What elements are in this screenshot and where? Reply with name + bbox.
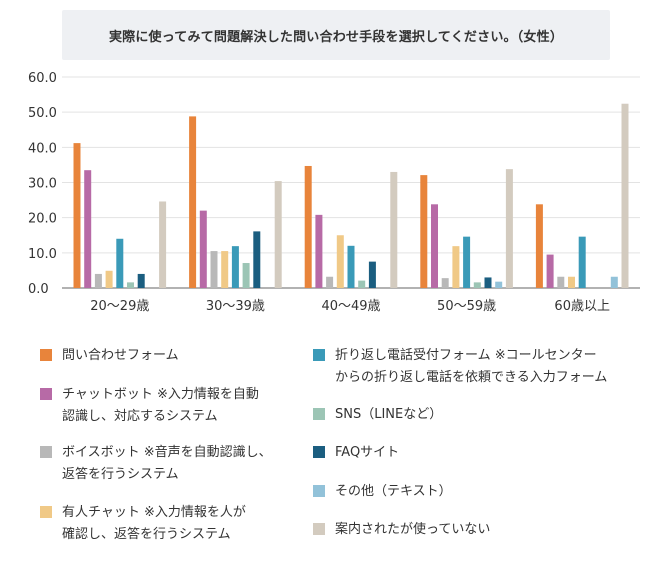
legend-item: 問い合わせフォーム — [40, 345, 179, 367]
bar — [315, 214, 323, 288]
legend-label: FAQサイト — [335, 445, 400, 460]
bar — [84, 170, 92, 288]
bar — [336, 235, 344, 288]
legend-label: SNS（LINEなど） — [335, 407, 443, 422]
legend-item: 折り返し電話受付フォーム ※コールセンター からの折り返し電話を依頼できる入力フ… — [313, 345, 607, 389]
bar — [221, 251, 229, 288]
x-tick-label: 60歳以上 — [554, 299, 610, 314]
legend-label: チャットボット ※入力情報を自動 認識し、対応するシステム — [62, 387, 259, 424]
bar — [127, 282, 134, 288]
bar-chart: 0.0 10.0 20.0 30.0 40.0 50.0 60.0 20〜29歳 30〜39歳 4… — [28, 71, 640, 314]
legend-label: 案内されたが使っていない — [335, 522, 491, 537]
bar — [463, 236, 471, 288]
legend-label: 問い合わせフォーム — [62, 348, 179, 363]
bar — [358, 280, 366, 288]
legend-swatch — [40, 349, 52, 361]
bar — [242, 263, 250, 288]
bar — [231, 246, 239, 288]
legend-item: 有人チャット ※入力情報を人が 確認し、返答を行うシステム — [40, 502, 246, 546]
x-tick-label: 20〜29歳 — [90, 299, 149, 314]
legend-swatch — [40, 446, 52, 458]
bar — [116, 238, 124, 288]
legend-swatch — [40, 506, 52, 518]
legend-swatch — [313, 408, 325, 420]
bar — [557, 276, 565, 288]
bar — [199, 210, 207, 288]
bar — [420, 175, 428, 288]
bar — [210, 251, 218, 288]
legend-swatch — [40, 388, 52, 400]
bar — [473, 282, 481, 288]
y-tick-label: 50.0 — [28, 106, 57, 121]
bar — [578, 236, 586, 288]
bar — [137, 273, 145, 288]
y-tick-label: 40.0 — [28, 141, 57, 156]
bar — [441, 278, 449, 288]
bar — [274, 181, 282, 288]
legend-item: SNS（LINEなど） — [313, 404, 442, 426]
bar — [546, 254, 554, 288]
legend-item: FAQサイト — [313, 442, 399, 464]
bar — [94, 273, 102, 288]
bar — [621, 103, 629, 288]
bar — [159, 201, 167, 288]
legend-label: ボイスボット ※音声を自動認識し、 返答を行うシステム — [62, 445, 272, 482]
bar — [390, 171, 398, 288]
bar — [347, 245, 355, 288]
legend-swatch — [313, 446, 325, 458]
legend-swatch — [313, 523, 325, 535]
y-tick-label: 10.0 — [28, 247, 57, 262]
bar — [535, 204, 543, 288]
x-tick-label: 40〜49歳 — [321, 299, 380, 314]
legend-swatch — [313, 485, 325, 497]
x-tick-label: 50〜59歳 — [437, 299, 496, 314]
bar — [610, 276, 618, 288]
bar — [105, 270, 113, 288]
legend-item: 案内されたが使っていない — [313, 519, 490, 541]
chart-title-box: 実際に使ってみて問題解決した問い合わせ手段を選択してください。（女性） — [62, 10, 610, 60]
bar — [495, 281, 503, 288]
legend-item: その他（テキスト） — [313, 481, 452, 503]
legend-label: その他（テキスト） — [335, 484, 452, 499]
y-tick-label: 20.0 — [28, 212, 57, 227]
y-tick-label: 0.0 — [28, 282, 49, 297]
bar — [505, 169, 513, 288]
legend-item: ボイスボット ※音声を自動認識し、 返答を行うシステム — [40, 442, 272, 486]
legend-item: チャットボット ※入力情報を自動 認識し、対応するシステム — [40, 384, 259, 428]
legend-swatch — [313, 349, 325, 361]
bar — [431, 204, 438, 288]
legend-label: 有人チャット ※入力情報を人が 確認し、返答を行うシステム — [62, 505, 246, 542]
bar — [484, 277, 492, 288]
chart-title: 実際に使ってみて問題解決した問い合わせ手段を選択してください。（女性） — [108, 29, 564, 45]
legend-label: 折り返し電話受付フォーム ※コールセンター からの折り返し電話を依頼できる入力フ… — [335, 348, 608, 385]
bar — [304, 165, 312, 288]
y-tick-label: 60.0 — [28, 71, 57, 86]
x-tick-label: 30〜39歳 — [206, 299, 265, 314]
bar — [568, 276, 575, 288]
bar — [452, 246, 460, 288]
bar — [253, 231, 261, 288]
bar — [73, 143, 81, 288]
bar — [326, 276, 334, 288]
y-tick-label: 30.0 — [28, 177, 57, 192]
bar — [368, 261, 376, 288]
bar — [189, 116, 197, 289]
